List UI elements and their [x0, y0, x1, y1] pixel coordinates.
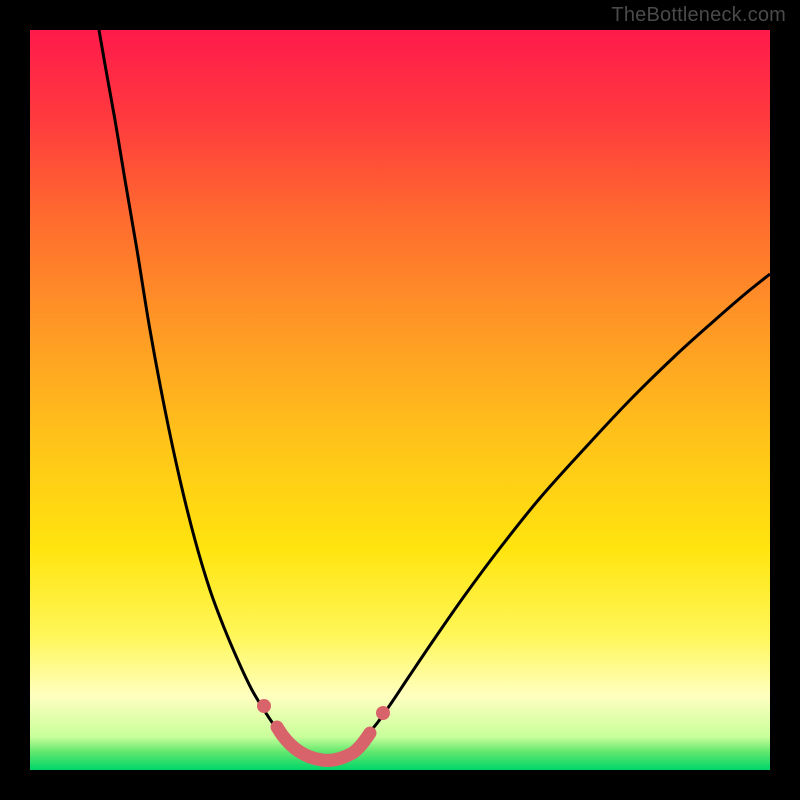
endpoint-dot: [257, 699, 271, 713]
curve-right: [367, 274, 770, 735]
watermark-text: TheBottleneck.com: [611, 4, 786, 27]
endpoint-dot: [376, 706, 390, 720]
chart-plot-area: [30, 30, 770, 770]
chart-svg: [30, 30, 770, 770]
endpoint-dots-group: [257, 699, 390, 720]
marker-track: [277, 727, 370, 760]
curve-left: [99, 30, 283, 735]
